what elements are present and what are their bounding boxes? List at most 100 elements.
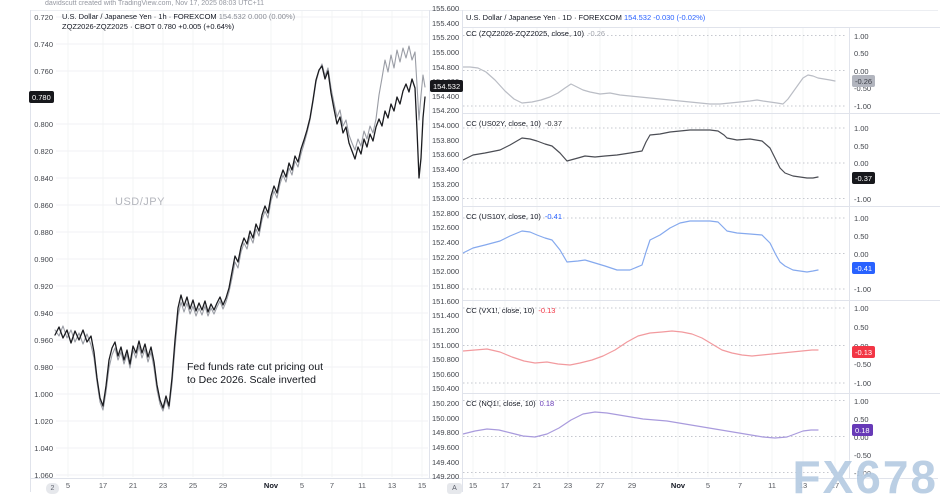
zq-axis-tick: 1.040 xyxy=(34,444,53,453)
time-axis-divider xyxy=(30,478,938,479)
time-tick: Nov xyxy=(263,481,279,490)
cc-legend-us02y[interactable]: CC (US02Y, close, 10) -0.37 xyxy=(466,119,562,128)
time-tick: Nov xyxy=(670,481,686,490)
usdjpy-axis-tick: 151.200 xyxy=(432,326,460,335)
usdjpy-axis-tick: 155.600 xyxy=(432,4,460,13)
usdjpy-axis-tick: 152.200 xyxy=(432,253,460,262)
zq-price-axis[interactable]: 0.720 0.740 0.760 0.800 0.820 0.840 0.860 0.880… xyxy=(28,0,55,480)
time-tick: 21 xyxy=(532,481,542,490)
legend-change: 0.000 (0.00%) xyxy=(247,12,296,21)
zq-axis-tick: 0.880 xyxy=(34,228,53,237)
cc-axis-tick-us10y: 0.00 xyxy=(854,249,869,259)
cc-line-vx xyxy=(462,330,819,366)
cc-legend-us10y[interactable]: CC (US10Y, close, 10) -0.41 xyxy=(466,212,562,221)
usdjpy-axis-tick: 154.000 xyxy=(432,121,460,130)
legend-price: 154.532 xyxy=(218,12,246,21)
usdjpy-price-axis[interactable]: 155.600155.400155.200155.000154.800154.6… xyxy=(430,0,462,481)
usdjpy-axis-tick: 153.200 xyxy=(432,180,460,189)
zq-axis-tick: 1.000 xyxy=(34,390,53,399)
cc-value-badge-zq: -0.26 xyxy=(852,75,876,87)
cc-legend-value: 0.18 xyxy=(539,399,555,408)
pane-divider-1 xyxy=(462,113,940,114)
zq-axis-tick: 0.980 xyxy=(34,363,53,372)
annotation-line-1: Fed funds rate cut pricing out xyxy=(187,361,323,373)
cc-axis-tick-us10y: 1.00 xyxy=(854,214,869,223)
cc-axis-tick-zq: -0.50 xyxy=(854,84,872,93)
cc-axis-tick-us02y: -1.00 xyxy=(854,194,872,204)
cc-axis-tick-nq: 0.00 xyxy=(854,432,869,442)
cc-value-badge-us10y: -0.41 xyxy=(852,262,876,274)
auto-scale-button[interactable]: A xyxy=(447,483,462,494)
time-tick: 13 xyxy=(387,481,397,490)
cc-axis-tick-nq: -1.00 xyxy=(854,468,872,478)
cc-axis-tick-nq: 0.50 xyxy=(854,414,869,424)
fx678-watermark: FX678 xyxy=(792,451,938,500)
cc-legend-title: CC (NQ1!, close, 10) xyxy=(466,399,536,408)
time-tick: 17 xyxy=(500,481,510,490)
time-tick: 25 xyxy=(188,481,198,490)
cc-line-us02y xyxy=(462,129,819,179)
left-chart-legend[interactable]: U.S. Dollar / Japanese Yen · 1h · FOREXC… xyxy=(62,12,295,32)
usdjpy-axis-tick: 151.400 xyxy=(432,311,460,320)
cc-legend-vx[interactable]: CC (VX1!, close, 10) -0.13 xyxy=(466,306,555,315)
cc-value-badge-us02y: -0.37 xyxy=(852,172,876,184)
usdjpy-axis-tick: 153.000 xyxy=(432,194,460,203)
cc-axis-tick-vx: -0.50 xyxy=(854,360,872,369)
cc-legend-zq[interactable]: CC (ZQZ2026-ZQZ2025, close, 10) -0.26 xyxy=(466,29,605,38)
cc-axis-tick-zq: 1.00 xyxy=(854,31,869,41)
time-tick: 27 xyxy=(595,481,605,490)
legend-symbol: U.S. Dollar / Japanese Yen · 1h · FOREXC… xyxy=(62,12,217,21)
correlation-axis[interactable]: 1.000.500.00-0.50-1.001.000.500.00-0.50-… xyxy=(852,0,892,478)
zq-axis-tick: 0.720 xyxy=(34,13,53,22)
legend-row-zq-spread[interactable]: ZQZ2026-ZQZ2025 · CBOT 0.780 +0.005 (+0.… xyxy=(62,22,295,32)
zq-spread-line xyxy=(54,65,426,409)
time-tick: 11 xyxy=(358,481,366,490)
cc-legend-value: -0.37 xyxy=(544,119,563,128)
time-axis-pill[interactable]: 2 xyxy=(46,483,59,494)
cc-axis-tick-vx: 1.00 xyxy=(854,304,869,313)
usdjpy-axis-tick: 149.600 xyxy=(432,443,460,452)
cc-axis-tick-us02y: 1.00 xyxy=(854,124,869,133)
time-tick: 7 xyxy=(737,481,743,490)
header-quote: 154.532 -0.030 (-0.02%) xyxy=(624,13,706,22)
zq-axis-tick: 1.060 xyxy=(34,471,53,480)
zq-axis-tick: 0.940 xyxy=(34,309,53,318)
series-watermark-label: USD/JPY xyxy=(115,196,165,208)
time-tick: 15 xyxy=(468,481,478,490)
attribution-text: davidscutt created with TradingView.com,… xyxy=(45,0,265,7)
time-tick: 23 xyxy=(563,481,573,490)
usdjpy-axis-tick: 153.400 xyxy=(432,165,460,174)
usdjpy-axis-tick: 152.800 xyxy=(432,209,460,218)
right-chart-header[interactable]: U.S. Dollar / Japanese Yen · 1D · FOREXC… xyxy=(466,13,705,22)
left-time-axis[interactable]: 5 17 21 23 25 29 Nov 5 7 11 13 15 xyxy=(0,481,462,495)
right-header-divider xyxy=(462,27,940,28)
cc-legend-title: CC (ZQZ2026-ZQZ2025, close, 10) xyxy=(466,29,584,38)
cc-axis-tick-us10y: 0.50 xyxy=(854,231,869,241)
legend-change: +0.005 (+0.64%) xyxy=(178,22,235,31)
usdjpy-price-badge: 154.532 xyxy=(430,80,464,92)
time-tick: 17 xyxy=(830,481,840,490)
usdjpy-axis-tick: 155.200 xyxy=(432,33,460,42)
panel-separator xyxy=(462,10,463,492)
usdjpy-price-line xyxy=(54,45,426,412)
right-time-axis[interactable]: 15 17 21 23 27 29 Nov 5 7 11 13 17 xyxy=(462,481,882,495)
annotation-text[interactable]: Fed funds rate cut pricing out to Dec 20… xyxy=(187,361,323,387)
cc-legend-value: -0.41 xyxy=(544,212,563,221)
pane-divider-3 xyxy=(462,300,940,301)
legend-row-usdjpy[interactable]: U.S. Dollar / Japanese Yen · 1h · FOREXC… xyxy=(62,12,295,22)
cc-axis-tick-zq: 0.00 xyxy=(854,66,869,76)
usdjpy-axis-tick: 154.400 xyxy=(432,92,460,101)
time-tick: 29 xyxy=(627,481,637,490)
cc-axis-tick-nq: 1.00 xyxy=(854,396,869,406)
header-symbol: U.S. Dollar / Japanese Yen · 1D · FOREXC… xyxy=(466,13,622,22)
zq-axis-tick: 0.800 xyxy=(34,120,53,129)
pane-divider-2 xyxy=(462,206,940,207)
cc-legend-value: -0.13 xyxy=(538,306,556,315)
top-border xyxy=(30,10,938,11)
zq-axis-tick: 0.920 xyxy=(34,282,53,291)
usdjpy-axis-tick: 150.800 xyxy=(432,355,460,364)
cc-legend-nq[interactable]: CC (NQ1!, close, 10) 0.18 xyxy=(466,399,554,408)
cc-axis-tick-vx: 0.50 xyxy=(854,323,869,332)
zq-axis-tick: 1.020 xyxy=(34,417,53,426)
